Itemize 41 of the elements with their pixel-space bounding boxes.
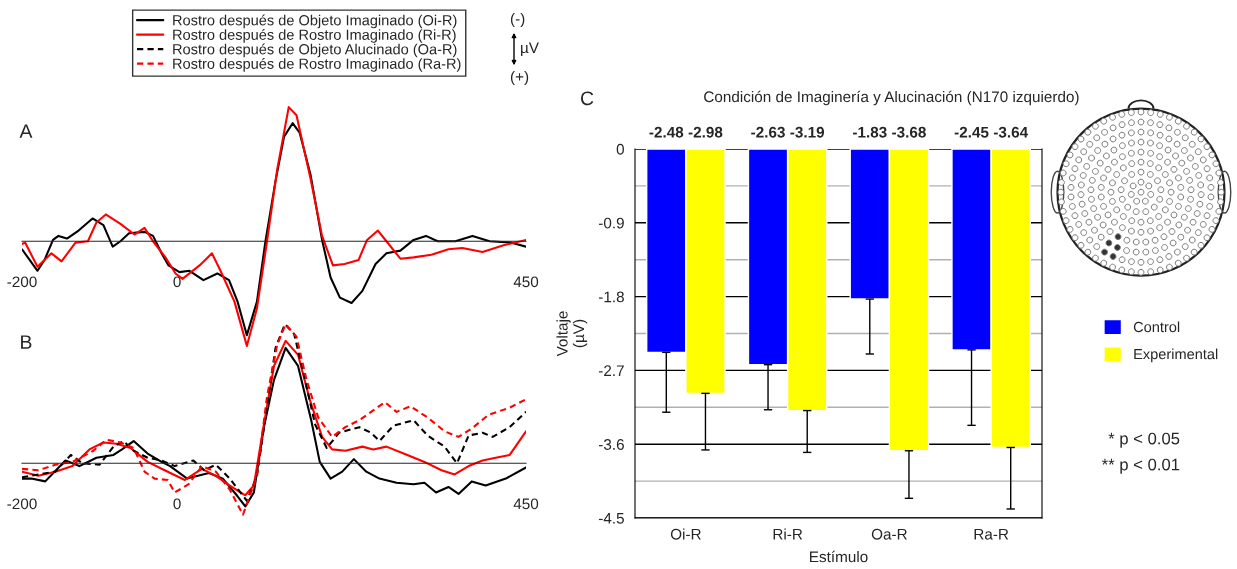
- x-tick-label: Ri-R: [773, 528, 803, 540]
- x-tick-label: 0: [173, 276, 181, 288]
- x-tick-label: 450: [513, 276, 539, 288]
- text: ** p < 0.01: [1101, 458, 1180, 474]
- data-label: -3.68: [892, 126, 926, 138]
- chart-title: B: [21, 335, 32, 349]
- data-label: -2.98: [688, 126, 723, 138]
- legend-label: Rostro después de Objeto Imaginado (Oi-R): [173, 14, 457, 29]
- x-tick-label: -200: [7, 276, 37, 288]
- data-label: -3.19: [790, 126, 825, 138]
- data-label: -1.83: [852, 126, 887, 138]
- chart-subtitle: Condición de Imaginería y Alucinación (N170 izquierdo): [704, 90, 1079, 106]
- y-axis-title: Voltaje (µV): [556, 311, 588, 357]
- legend-label: Rostro después de Rostro Imaginado (Ra-R): [173, 58, 461, 72]
- y-tick-label: -4.5: [598, 513, 624, 524]
- text: (-): [510, 12, 525, 28]
- y-tick-label: -2.7: [598, 365, 624, 376]
- x-tick-label: 0: [173, 498, 181, 510]
- y-tick-label: 0: [616, 143, 624, 155]
- x-tick-label: -200: [7, 498, 37, 510]
- legend-label: Experimental: [1134, 348, 1218, 363]
- legend-label: Rostro después de Rostro Imaginado (Ri-R): [173, 29, 456, 43]
- x-tick-label: Oa-R: [871, 528, 907, 540]
- y-tick-label: -1.8: [598, 291, 624, 303]
- data-label: -2.45: [954, 126, 989, 138]
- y-tick-label: -0.9: [598, 217, 624, 229]
- x-tick-label: Oi-R: [670, 528, 701, 540]
- text: * p < 0.05: [1108, 432, 1180, 448]
- x-tick-label: Ra-R: [974, 528, 1009, 540]
- chart-title: C: [580, 91, 594, 106]
- legend-label: Rostro después de Objeto Alucinado (Oa-R): [173, 43, 457, 58]
- data-label: -2.63: [751, 126, 785, 138]
- x-tick-label: 450: [513, 498, 539, 510]
- legend-label: Control: [1133, 321, 1180, 333]
- data-label: -2.48: [649, 126, 684, 138]
- text: A: [19, 124, 33, 138]
- data-label: -3.64: [993, 126, 1029, 138]
- x-axis-title: Estímulo: [810, 550, 868, 563]
- text: µV: [521, 42, 539, 57]
- y-tick-label: -3.6: [598, 439, 624, 450]
- text: (+): [510, 70, 529, 86]
